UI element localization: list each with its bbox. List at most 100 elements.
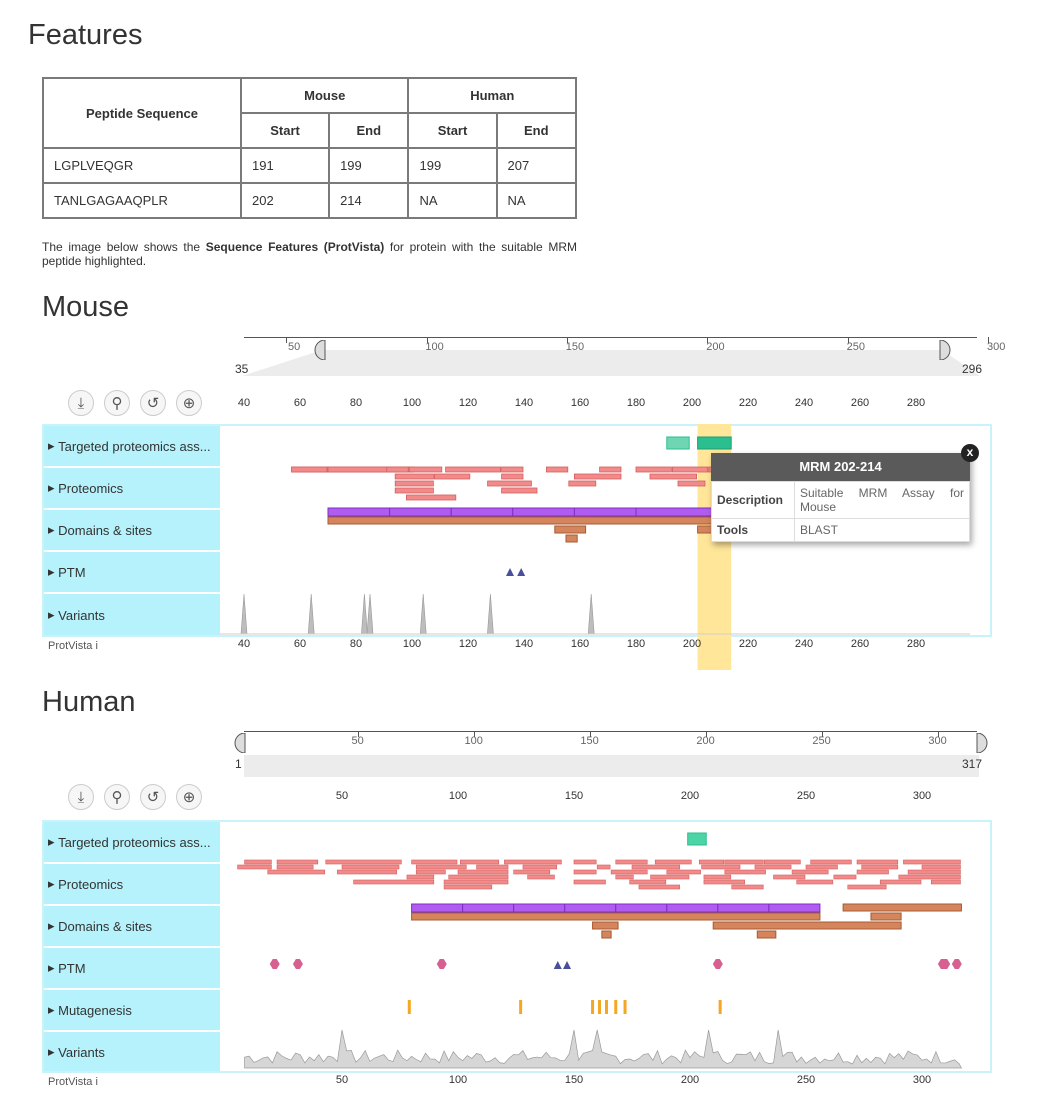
proteomics-feature [903,859,961,865]
domain-feature [756,930,777,939]
domain-feature [666,903,719,913]
mouse-nav-ruler [244,337,977,338]
proteomics-feature [701,864,741,870]
human-nav-handle-right[interactable] [976,733,988,753]
nav-tick [847,337,849,343]
proteomics-feature [596,864,611,870]
close-icon[interactable]: x [961,444,979,462]
proteomics-feature [638,884,681,890]
proteomics-feature [545,466,569,473]
axis-top-label-220: 220 [738,397,758,409]
nav-tick [589,731,591,737]
category-domains-sites[interactable]: ▸ Domains & sites [42,906,220,946]
category-variants[interactable]: ▸ Variants [42,1032,220,1072]
human-nav-handle-left[interactable] [234,733,246,753]
domain-feature [573,507,637,517]
domain-feature [842,903,962,912]
nav-tick [286,337,288,343]
human-protvista-brand: ProtVista i [48,1076,98,1088]
proteomics-feature [930,879,961,885]
proteomics-feature [504,859,562,865]
axis-top-label-100: 100 [402,397,422,409]
proteomics-feature [443,879,509,885]
proteomics-feature [724,859,764,865]
proteomics-feature [573,879,606,885]
proteomics-feature [337,869,397,875]
mutagenesis-feature [604,1000,608,1014]
proteomics-feature [731,884,764,890]
mouse-nav-handle-left[interactable] [314,340,326,360]
axis-top-label-50: 50 [335,790,349,802]
location-pin-icon[interactable]: ⚲ [104,784,130,810]
col-human-header: Human [407,77,577,114]
tooltip-tools-value[interactable]: BLAST [794,518,970,542]
domain-feature [565,534,578,543]
domain-feature [513,903,566,913]
category-domains-sites[interactable]: ▸ Domains & sites [42,510,220,550]
proteomics-feature [698,859,725,865]
human-protvista: 50 100 150 200 250 300 1 317 ⤓ ⚲ ↺ ⊕ 50 100 150… [42,726,992,1101]
download-icon[interactable]: ⤓ [68,784,94,810]
info-icon[interactable]: i [95,1076,98,1088]
axis-bottom-label-60: 60 [293,638,307,650]
reset-icon[interactable]: ↺ [140,784,166,810]
ptm-feature [951,959,962,969]
mutagenesis-feature [407,1000,411,1014]
axis-top-label-260: 260 [850,397,870,409]
location-pin-icon[interactable]: ⚲ [104,390,130,416]
axis-top-label-240: 240 [794,397,814,409]
proteomics-feature [415,864,467,870]
ptm-feature [506,568,514,576]
tooltip-title: MRM 202-214 [711,453,970,481]
mouse-nav-handle-right[interactable] [939,340,951,360]
col-peptide-header: Peptide Sequence [42,77,242,149]
category-mutagenesis[interactable]: ▸ Mutagenesis [42,990,220,1030]
category-ptm[interactable]: ▸ PTM [42,552,220,592]
variant-feature [244,1029,963,1069]
human-nav-zoom-area [244,755,979,777]
cell-mouse-start: 191 [239,147,331,184]
proteomics-feature [487,480,532,487]
proteomics-feature [615,859,648,865]
axis-bottom-label-160: 160 [570,638,590,650]
nav-tick-label-150: 150 [565,341,585,353]
info-icon[interactable]: i [95,640,98,652]
category-label: Domains & sites [58,522,153,538]
proteomics-feature [408,466,443,473]
download-icon[interactable]: ⤓ [68,390,94,416]
proteomics-feature [411,859,458,865]
domain-feature [450,507,514,517]
mouse-protvista: 50 100 150 200 250 300 35 296 ⤓ ⚲ ↺ ⊕ 40 60 80 1… [42,330,1005,670]
axis-top-label-150: 150 [564,790,584,802]
proteomics-feature [847,884,887,890]
category-proteomics[interactable]: ▸ Proteomics [42,468,220,508]
category-label: Domains & sites [58,918,153,934]
proteomics-feature [763,859,801,865]
cell-human-end: 207 [495,147,578,184]
proteomics-feature [833,874,857,880]
zoom-in-icon[interactable]: ⊕ [176,390,202,416]
category-targeted-proteomics[interactable]: ▸ Targeted proteomics ass... [42,426,220,466]
proteomics-feature [522,864,558,870]
reset-icon[interactable]: ↺ [140,390,166,416]
proteomics-feature [448,874,509,880]
variant-feature [307,593,315,635]
nav-tick [821,731,823,737]
category-ptm[interactable]: ▸ PTM [42,948,220,988]
cell-human-end: NA [495,182,578,219]
category-label: Targeted proteomics ass... [58,834,211,850]
proteomics-feature [805,864,838,870]
brand-label: ProtVista [48,640,93,652]
col-mouse-start: Start [239,112,331,149]
nav-tick [705,731,707,737]
axis-bottom-label-220: 220 [738,638,758,650]
human-nav-ruler [244,731,977,732]
domain-feature [870,912,902,921]
category-targeted-proteomics[interactable]: ▸ Targeted proteomics ass... [42,822,220,862]
mouse-title: Mouse [42,291,130,323]
category-proteomics[interactable]: ▸ Proteomics [42,864,220,904]
zoom-in-icon[interactable]: ⊕ [176,784,202,810]
category-label: Variants [58,1044,105,1060]
category-variants[interactable]: ▸ Variants [42,594,220,636]
ptm-feature [563,961,572,969]
